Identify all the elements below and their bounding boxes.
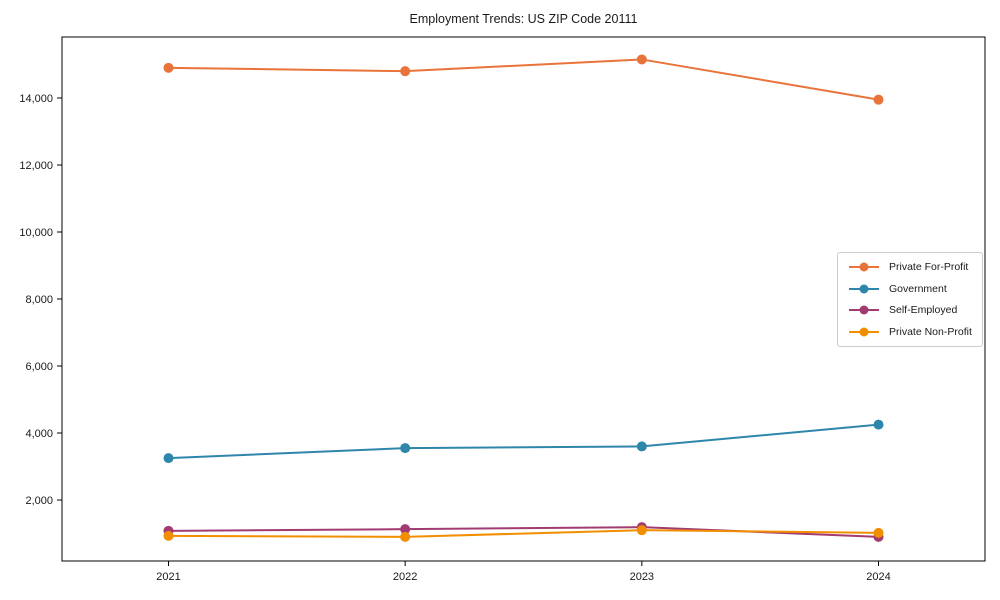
legend: Private For-Profit Government Self-Employe…	[837, 252, 983, 347]
y-tick-label: 14,000	[19, 93, 53, 105]
data-point	[873, 419, 884, 430]
legend-label: Private Non-Profit	[889, 326, 972, 339]
x-tick-label: 2022	[393, 571, 417, 583]
y-tick-label: 10,000	[19, 227, 53, 239]
x-tick-label: 2021	[156, 571, 180, 583]
legend-marker	[859, 327, 869, 337]
data-point	[873, 94, 884, 105]
legend-label: Self-Employed	[889, 304, 958, 317]
data-point	[400, 524, 411, 535]
series-line	[167, 529, 880, 538]
legend-label: Government	[889, 282, 947, 295]
legend-swatch	[849, 284, 879, 294]
data-point	[873, 527, 884, 538]
x-tick-label: 2024	[866, 571, 890, 583]
series-line	[167, 58, 880, 101]
series-line	[167, 423, 880, 460]
legend-marker	[859, 262, 869, 272]
y-tick-label: 2,000	[25, 495, 53, 507]
data-point	[400, 531, 411, 542]
y-tick-label: 8,000	[25, 294, 53, 306]
data-point	[163, 453, 174, 464]
legend-swatch	[849, 327, 879, 337]
legend-marker	[859, 284, 869, 294]
legend-item: Self-Employed	[838, 300, 982, 320]
legend-item: Private Non-Profit	[838, 322, 982, 342]
legend-swatch	[849, 305, 879, 315]
legend-label: Private For-Profit	[889, 260, 969, 273]
legend-item: Government	[838, 279, 982, 299]
x-tick-label: 2023	[630, 571, 654, 583]
data-point	[163, 62, 174, 73]
data-point	[636, 441, 647, 452]
y-tick-label: 12,000	[19, 160, 53, 172]
legend-swatch	[849, 262, 879, 272]
y-tick-label: 6,000	[25, 361, 53, 373]
data-point	[163, 530, 174, 541]
data-point	[636, 525, 647, 536]
data-point	[636, 54, 647, 65]
chart-title: Employment Trends: US ZIP Code 20111	[409, 12, 638, 26]
legend-marker	[859, 305, 869, 315]
data-point	[400, 443, 411, 454]
legend-item: Private For-Profit	[838, 257, 982, 277]
data-point	[400, 66, 411, 77]
y-tick-label: 4,000	[25, 428, 53, 440]
